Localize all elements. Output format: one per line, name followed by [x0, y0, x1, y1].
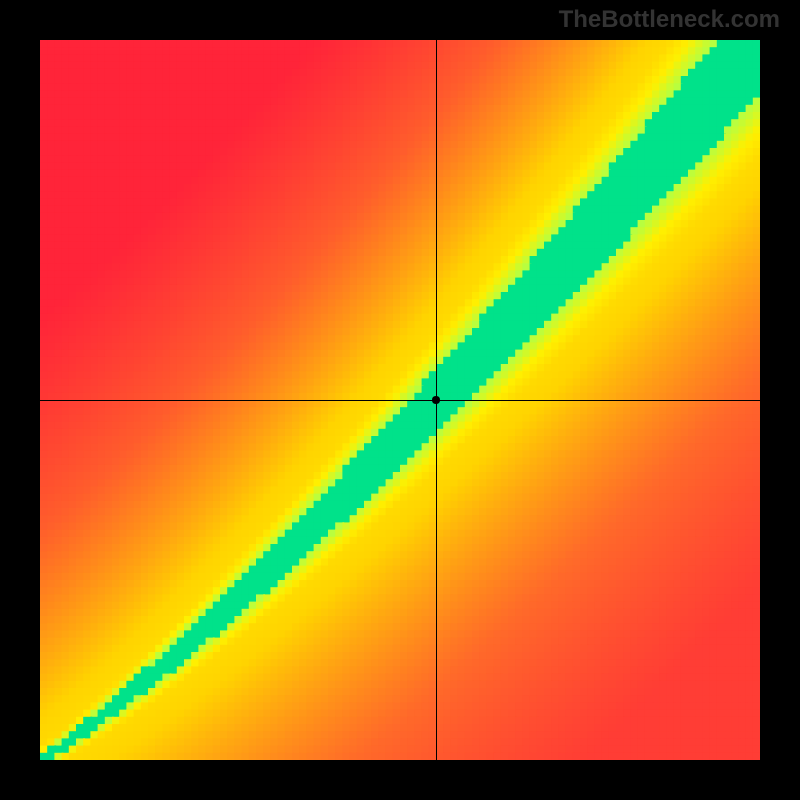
chart-container: TheBottleneck.com — [0, 0, 800, 800]
watermark-text: TheBottleneck.com — [559, 6, 780, 34]
heatmap-plot-area — [40, 40, 760, 760]
heatmap-canvas — [40, 40, 760, 760]
